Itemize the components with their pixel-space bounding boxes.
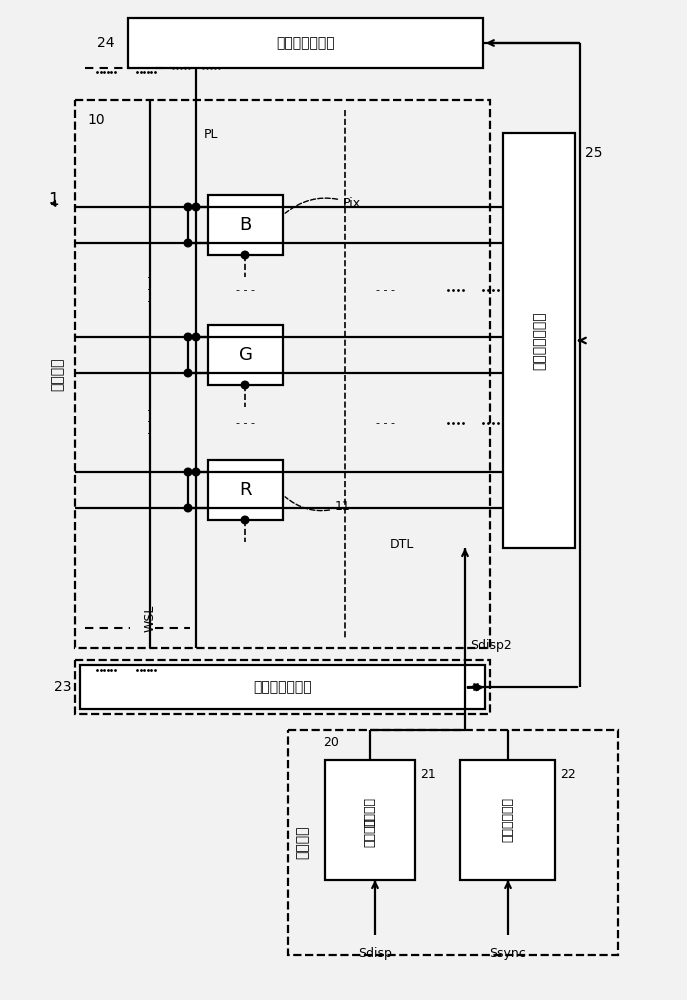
- Text: 处理单元: 处理单元: [363, 817, 376, 847]
- Bar: [208, 460, 283, 520]
- Bar: [80, 665, 485, 709]
- Text: DTL: DTL: [390, 538, 414, 552]
- Bar: [503, 133, 575, 548]
- Text: Ssync: Ssync: [490, 946, 526, 960]
- Circle shape: [184, 369, 192, 377]
- Text: 20: 20: [323, 736, 339, 748]
- Text: 扫描线驱动单元: 扫描线驱动单元: [254, 680, 312, 694]
- Bar: [208, 325, 283, 385]
- Circle shape: [184, 468, 192, 476]
- Text: 显示单元: 显示单元: [50, 357, 64, 391]
- Text: 11: 11: [285, 497, 351, 513]
- Text: 23: 23: [54, 680, 71, 694]
- Text: 时序生成单元: 时序生成单元: [501, 798, 514, 842]
- Text: 10: 10: [87, 113, 104, 127]
- Text: 驱动单元: 驱动单元: [295, 826, 309, 859]
- Circle shape: [241, 381, 249, 389]
- Text: - - -: - - -: [376, 418, 394, 428]
- Bar: [128, 18, 483, 68]
- Circle shape: [192, 203, 200, 211]
- Text: - - -: - - -: [376, 285, 394, 295]
- Text: - - -: - - -: [236, 418, 254, 428]
- Bar: [460, 760, 555, 880]
- Circle shape: [241, 251, 249, 259]
- Text: 1: 1: [48, 191, 58, 209]
- Text: 数据线驱动单元: 数据线驱动单元: [532, 311, 546, 370]
- Text: G: G: [238, 346, 252, 364]
- Text: 22: 22: [560, 768, 576, 781]
- Circle shape: [192, 468, 200, 476]
- Text: 21: 21: [420, 768, 436, 781]
- Text: Sdisp: Sdisp: [358, 946, 392, 960]
- Text: PL: PL: [204, 128, 218, 141]
- Bar: [75, 100, 490, 648]
- Text: Sdisp2: Sdisp2: [470, 639, 512, 652]
- Circle shape: [192, 333, 200, 341]
- Text: ·
·
·: · · ·: [146, 273, 150, 307]
- Text: 25: 25: [585, 146, 602, 160]
- Circle shape: [184, 333, 192, 341]
- Bar: [208, 195, 283, 255]
- Text: 视频信号: 视频信号: [363, 797, 376, 827]
- Circle shape: [184, 203, 192, 211]
- Text: WSL: WSL: [144, 604, 157, 632]
- Bar: [325, 760, 415, 880]
- Text: 24: 24: [98, 36, 115, 50]
- Text: Pix: Pix: [285, 197, 361, 213]
- Bar: [75, 660, 490, 714]
- Bar: [288, 730, 618, 955]
- Text: ·
·
·: · · ·: [146, 406, 150, 439]
- Text: 电源线驱动单元: 电源线驱动单元: [276, 36, 335, 50]
- Circle shape: [241, 516, 249, 524]
- Circle shape: [184, 504, 192, 512]
- Text: B: B: [239, 216, 251, 234]
- Circle shape: [184, 239, 192, 247]
- Text: - - -: - - -: [236, 285, 254, 295]
- Text: R: R: [239, 481, 251, 499]
